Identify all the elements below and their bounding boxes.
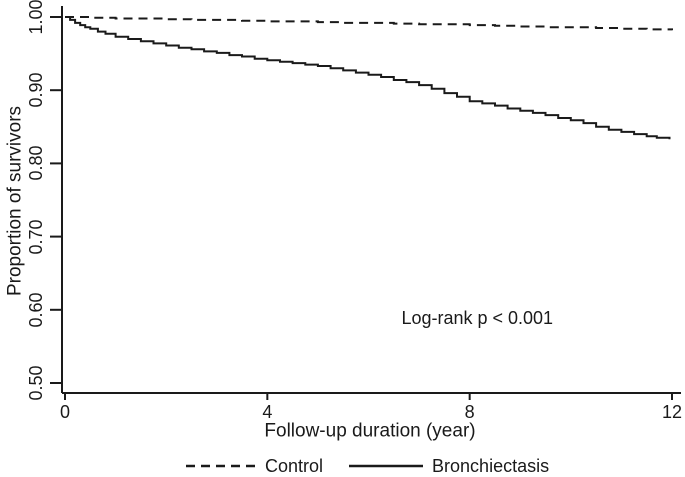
legend-label-bronchiectasis: Bronchiectasis <box>432 456 550 476</box>
log-rank-annotation: Log-rank p < 0.001 <box>401 307 554 328</box>
y-tick-label: 0.50 <box>26 365 46 401</box>
legend-item-control: Control <box>186 457 323 475</box>
y-tick-label: 0.90 <box>26 72 46 108</box>
bronchiectasis-curve <box>65 16 671 140</box>
legend-label-control: Control <box>265 456 324 476</box>
x-axis-title: Follow-up duration (year) <box>264 420 476 442</box>
x-tick-label: 12 <box>661 402 683 422</box>
y-tick-label: 0.80 <box>26 145 46 181</box>
y-tick-label: 1.00 <box>26 0 46 35</box>
y-tick-label: 0.60 <box>26 292 46 328</box>
legend: Control Bronchiectasis <box>186 455 549 477</box>
legend-item-bronchiectasis: Bronchiectasis <box>349 457 549 475</box>
x-tick-label: 8 <box>464 402 475 422</box>
x-tick-label: 0 <box>59 402 71 422</box>
x-tick-label: 4 <box>262 402 273 422</box>
bronchiectasis-line-sample-icon <box>349 464 424 468</box>
y-tick-label: 0.70 <box>26 219 46 255</box>
y-axis-title: Proportion of survivors <box>4 105 26 297</box>
control-curve <box>65 16 673 31</box>
control-line-sample-icon <box>186 464 256 468</box>
